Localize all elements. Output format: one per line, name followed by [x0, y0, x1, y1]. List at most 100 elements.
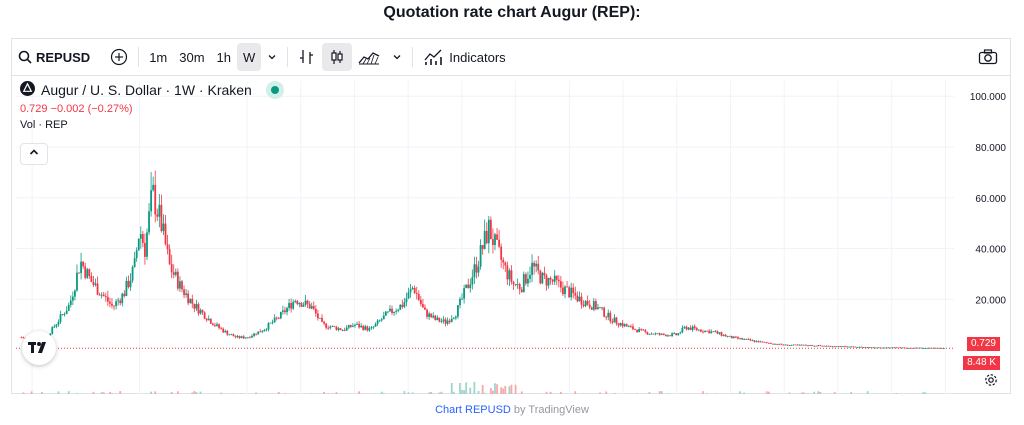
volume-bar	[284, 393, 286, 394]
candle-body	[850, 346, 853, 348]
interval-1h[interactable]: 1h	[216, 49, 232, 65]
candle-body	[689, 327, 692, 330]
footer-attribution: by TradingView	[510, 404, 589, 416]
chart-footer: Chart REPUSD by TradingView	[0, 404, 1024, 416]
snapshot-button[interactable]	[972, 43, 1004, 71]
chart-widget: REPUSD 1m 30m 1h W Indicators	[11, 38, 1011, 394]
symbol-search-button[interactable]: REPUSD	[12, 43, 96, 71]
candle-body	[137, 238, 140, 251]
candle-body	[20, 337, 23, 339]
volume-bar	[438, 392, 441, 394]
candle-body	[102, 294, 105, 297]
chart-style-dropdown[interactable]	[386, 43, 408, 71]
candle-body	[467, 284, 470, 289]
candle-body	[125, 280, 128, 296]
candle-body	[584, 300, 587, 307]
candle-body	[407, 292, 410, 299]
legend-volume-label: Vol · REP	[20, 119, 68, 131]
volume-bar	[473, 381, 476, 394]
candle-body	[146, 232, 148, 257]
candle-body	[310, 306, 313, 309]
candle-body	[323, 321, 325, 324]
indicators-button[interactable]: Indicators	[417, 43, 511, 71]
candle-body	[296, 300, 299, 305]
candle-body	[349, 325, 352, 327]
volume-bar	[549, 391, 552, 394]
candle-body	[823, 345, 826, 347]
candle-body	[391, 308, 393, 313]
candle-body	[599, 307, 601, 309]
candle-body	[549, 277, 552, 280]
candle-body	[139, 234, 142, 239]
candle-body	[277, 317, 280, 319]
volume-bar	[22, 392, 25, 394]
candle-body	[316, 313, 319, 319]
candle-body	[428, 313, 430, 317]
market-status-icon[interactable]	[265, 81, 284, 99]
candle-body	[914, 347, 916, 349]
interval-dropdown[interactable]	[261, 43, 283, 71]
collapse-legend-button[interactable]	[20, 143, 48, 165]
candle-body	[883, 347, 886, 349]
volume-bar	[508, 386, 511, 394]
volume-bar	[800, 392, 803, 394]
settings-gear-button[interactable]	[984, 373, 998, 392]
candle-body	[222, 328, 225, 333]
chart-symbol-link[interactable]: Chart REPUSD	[435, 404, 511, 416]
candle-body	[415, 292, 418, 294]
area-style-button[interactable]	[352, 43, 386, 71]
candle-body	[559, 281, 562, 288]
candle-body	[817, 345, 820, 347]
candle-body	[747, 339, 750, 340]
interval-1m[interactable]: 1m	[149, 49, 168, 65]
candle-body	[749, 339, 752, 341]
augur-logo-icon	[20, 81, 35, 99]
volume-bar	[706, 393, 708, 394]
candle-body	[846, 346, 849, 348]
compare-symbol-button[interactable]	[104, 43, 134, 71]
search-icon	[18, 50, 32, 64]
candle-body	[667, 335, 669, 337]
candle-body	[671, 333, 673, 337]
bars-style-button[interactable]	[292, 43, 322, 71]
volume-bar	[463, 390, 465, 394]
candles-style-button[interactable]	[322, 43, 353, 71]
candle-body	[174, 271, 177, 275]
interval-30m[interactable]: 30m	[179, 49, 205, 65]
candle-body	[862, 347, 865, 348]
candle-body	[230, 334, 233, 336]
y-tick-label: 80.000	[975, 143, 1006, 154]
tradingview-logo-icon[interactable]	[22, 331, 56, 365]
candle-body	[551, 279, 554, 282]
volume-bar	[514, 384, 517, 394]
candle-body	[59, 314, 62, 322]
volume-bar	[57, 391, 60, 394]
candle-body	[788, 345, 791, 347]
candle-body	[662, 333, 665, 335]
candle-body	[800, 344, 803, 346]
candle-body	[609, 312, 612, 322]
candle-body	[308, 303, 311, 309]
candle-body	[104, 296, 107, 297]
candle-body	[88, 269, 91, 277]
candle-body	[942, 348, 945, 350]
candle-body	[354, 324, 356, 326]
candle-body	[504, 262, 507, 266]
interval-w[interactable]: W	[237, 43, 262, 71]
candle-body	[940, 347, 943, 349]
volume-bar	[119, 391, 122, 394]
candle-body	[866, 347, 869, 348]
candle-body	[446, 320, 449, 324]
candle-body	[442, 319, 445, 322]
candle-body	[648, 333, 651, 335]
candle-body	[187, 293, 190, 304]
candle-body	[632, 326, 634, 330]
candle-body	[660, 333, 663, 335]
candle-body	[220, 327, 223, 329]
candle-body	[765, 342, 768, 344]
candle-body	[543, 272, 546, 276]
candle-body	[813, 345, 816, 347]
candle-body	[825, 345, 828, 347]
volume-bar	[170, 391, 173, 394]
